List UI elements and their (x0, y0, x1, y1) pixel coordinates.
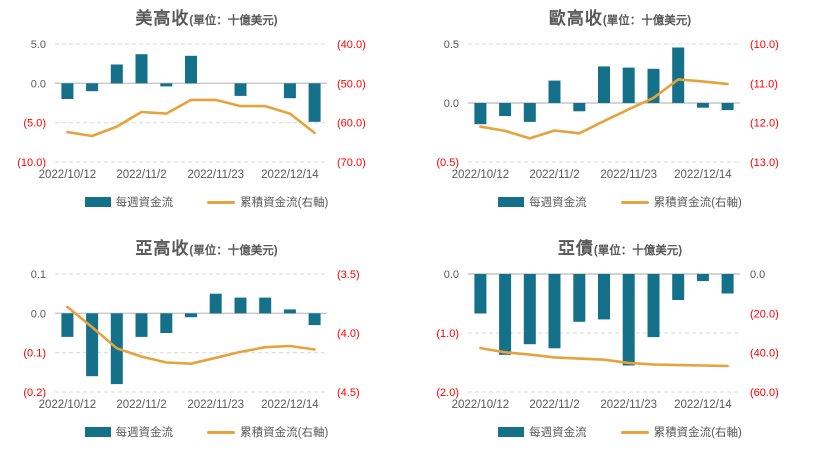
svg-text:0.0: 0.0 (31, 308, 46, 320)
line-series-swatch-icon (207, 200, 236, 204)
svg-text:(4.5): (4.5) (337, 387, 360, 399)
chart-legend: 每週資金流 累積資金流(右軸) (0, 424, 413, 440)
svg-text:(11.0): (11.0) (750, 78, 778, 90)
svg-text:(2.0): (2.0) (436, 387, 459, 399)
svg-text:(1.0): (1.0) (436, 328, 459, 340)
bar-series-label: 每週資金流 (529, 427, 587, 439)
svg-text:2022/12/14: 2022/12/14 (261, 169, 319, 181)
svg-text:(5.0): (5.0) (23, 118, 46, 130)
chart-panel-asia-bond: 亞債(單位：十億美元) 0.0 (1.0) (2.0) 0.0 (20.0) (40.0)… (413, 230, 827, 460)
plot-area-eu-high-yield: 0.5 0.0 (0.5) (10.0) (11.0) (12.0) (13.0) 2022/… (413, 32, 826, 190)
svg-text:(0.2): (0.2) (23, 387, 46, 399)
svg-text:(70.0): (70.0) (337, 157, 366, 169)
svg-text:5.0: 5.0 (31, 39, 46, 51)
svg-text:(0.1): (0.1) (23, 348, 46, 360)
bar-series-swatch-icon (84, 197, 111, 207)
svg-text:2022/11/23: 2022/11/23 (187, 169, 244, 181)
plot-area-us-high-yield: 5.0 0.0 (5.0) (10.0) (40.0) (50.0) (60.0) (70.0… (0, 32, 413, 190)
plot-area-asia-bond: 0.0 (1.0) (2.0) 0.0 (20.0) (40.0) (60.0) 2022/1… (413, 262, 826, 420)
svg-text:0.0: 0.0 (444, 98, 459, 110)
svg-text:(50.0): (50.0) (337, 78, 366, 90)
svg-text:2022/12/14: 2022/12/14 (674, 169, 732, 181)
line-series-label: 累積資金流(右軸) (653, 197, 742, 209)
svg-text:2022/11/2: 2022/11/2 (116, 399, 166, 411)
chart-title-text: 美高收 (135, 9, 190, 28)
chart-panel-eu-high-yield: 歐高收(單位：十億美元) 0.5 0.0 (0.5) (10.0) (11.0) (12.… (413, 0, 827, 230)
svg-text:2022/12/14: 2022/12/14 (674, 399, 732, 411)
line-series-label: 累積資金流(右軸) (653, 427, 742, 439)
chart-legend: 每週資金流 累積資金流(右軸) (413, 194, 827, 210)
chart-title-us-high-yield: 美高收(單位：十億美元) (0, 8, 413, 30)
chart-unit-label: (單位：十億美元) (189, 15, 278, 27)
svg-text:(0.5): (0.5) (436, 157, 459, 169)
svg-text:0.0: 0.0 (31, 78, 46, 90)
svg-text:(3.5): (3.5) (337, 269, 360, 281)
chart-title-eu-high-yield: 歐高收(單位：十億美元) (413, 8, 827, 30)
svg-text:2022/10/12: 2022/10/12 (452, 399, 510, 411)
svg-text:(60.0): (60.0) (750, 387, 779, 399)
svg-text:2022/11/2: 2022/11/2 (529, 399, 579, 411)
svg-text:(10.0): (10.0) (750, 39, 779, 51)
chart-title-text: 亞債 (557, 239, 594, 258)
line-series-label: 累積資金流(右軸) (240, 427, 329, 439)
svg-text:(4.0): (4.0) (337, 328, 360, 340)
line-series-swatch-icon (620, 200, 649, 204)
svg-text:(60.0): (60.0) (337, 118, 366, 130)
chart-legend: 每週資金流 累積資金流(右軸) (0, 194, 413, 210)
chart-panel-asia-high-yield: 亞高收(單位：十億美元) 0.1 0.0 (0.1) (0.2) (3.5) (4.0) (… (0, 230, 413, 460)
bar-series-swatch-icon (498, 427, 525, 437)
svg-text:(20.0): (20.0) (750, 308, 779, 320)
svg-text:2022/10/12: 2022/10/12 (452, 169, 510, 181)
line-series-label: 累積資金流(右軸) (240, 197, 329, 209)
bar-series-label: 每週資金流 (529, 197, 587, 209)
bar-series-label: 每週資金流 (115, 197, 174, 209)
svg-text:(13.0): (13.0) (750, 157, 779, 169)
chart-title-text: 歐高收 (548, 9, 603, 28)
chart-legend: 每週資金流 累積資金流(右軸) (413, 424, 827, 440)
svg-text:0.0: 0.0 (444, 269, 459, 281)
plot-area-asia-high-yield: 0.1 0.0 (0.1) (0.2) (3.5) (4.0) (4.5) 2022/10/1… (0, 262, 413, 420)
chart-title-asia-bond: 亞債(單位：十億美元) (413, 238, 827, 260)
svg-text:(40.0): (40.0) (750, 348, 779, 360)
chart-title-text: 亞高收 (135, 239, 190, 258)
chart-unit-label: (單位：十億美元) (593, 245, 683, 257)
svg-text:2022/10/12: 2022/10/12 (39, 169, 97, 181)
svg-text:2022/10/12: 2022/10/12 (39, 399, 97, 411)
svg-text:2022/12/14: 2022/12/14 (261, 399, 319, 411)
svg-text:2022/11/23: 2022/11/23 (187, 399, 244, 411)
svg-text:2022/11/23: 2022/11/23 (600, 399, 657, 411)
svg-text:2022/11/23: 2022/11/23 (600, 169, 657, 181)
svg-text:(12.0): (12.0) (750, 118, 779, 130)
svg-text:0.1: 0.1 (31, 269, 46, 281)
bar-series-swatch-icon (498, 197, 525, 207)
bar-series-label: 每週資金流 (115, 427, 174, 439)
svg-text:2022/11/2: 2022/11/2 (529, 169, 579, 181)
svg-text:(40.0): (40.0) (337, 39, 366, 51)
svg-text:0.0: 0.0 (750, 269, 765, 281)
bar-series-swatch-icon (84, 427, 111, 437)
svg-text:(10.0): (10.0) (17, 157, 46, 169)
svg-text:2022/11/2: 2022/11/2 (116, 169, 166, 181)
svg-text:0.5: 0.5 (444, 39, 459, 51)
chart-panel-us-high-yield: 美高收(單位：十億美元) 5.0 0.0 (5.0) (10.0) (40.0) (50.… (0, 0, 413, 230)
chart-title-asia-high-yield: 亞高收(單位：十億美元) (0, 238, 413, 260)
chart-unit-label: (單位：十億美元) (602, 15, 692, 27)
line-series-swatch-icon (207, 430, 236, 434)
line-series-swatch-icon (620, 430, 649, 434)
chart-unit-label: (單位：十億美元) (189, 245, 278, 257)
